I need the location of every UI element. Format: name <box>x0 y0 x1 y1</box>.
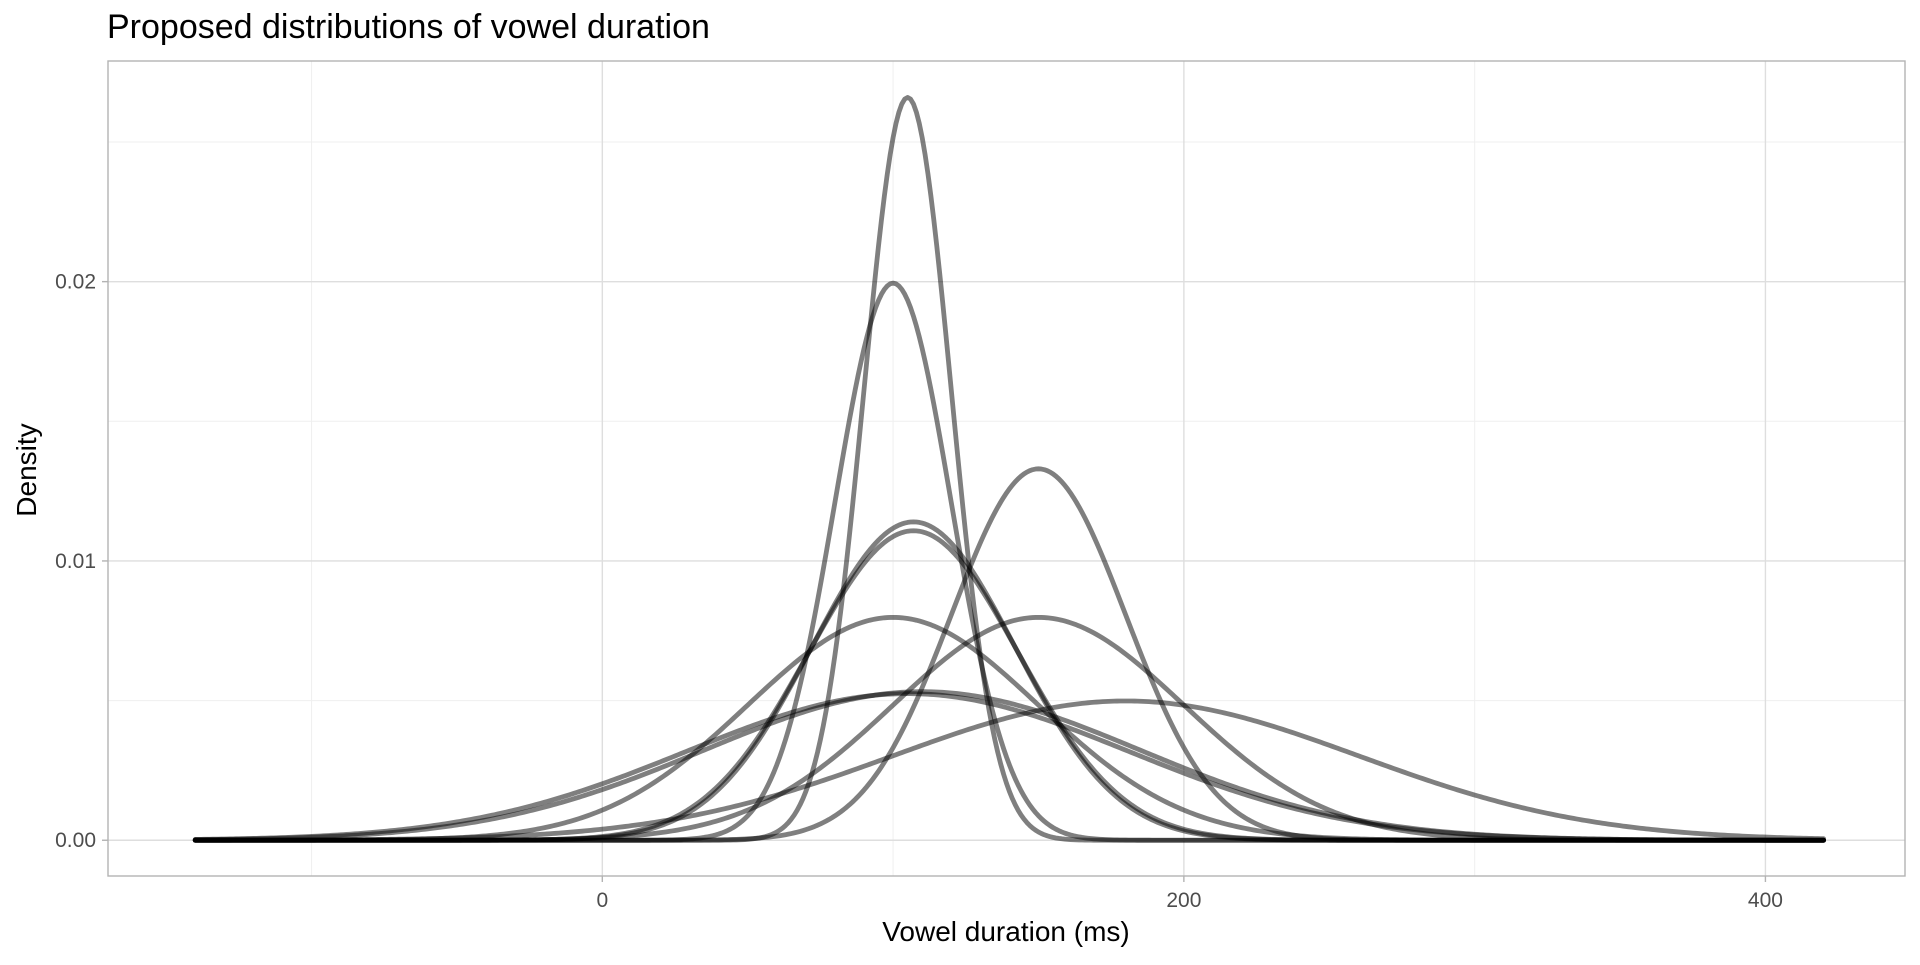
x-tick-label: 200 <box>1166 889 1201 912</box>
panel-border <box>107 60 1906 877</box>
y-tick-label: 0.01 <box>55 550 96 573</box>
axis-ticks: 0 200 400 0.00 0.01 0.02 <box>55 271 1783 912</box>
y-tick-label: 0.00 <box>55 829 96 852</box>
chart-title: Proposed distributions of vowel duration <box>107 8 710 46</box>
y-axis-title: Density <box>11 423 42 516</box>
density-curve <box>192 615 1826 843</box>
x-tick-label: 0 <box>596 889 608 912</box>
density-curve <box>192 691 1826 843</box>
density-curve <box>192 95 1826 843</box>
x-tick-label: 400 <box>1748 889 1783 912</box>
x-axis-title: Vowel duration (ms) <box>882 916 1129 947</box>
y-tick-label: 0.02 <box>55 271 96 294</box>
density-curve <box>192 698 1826 843</box>
density-curve <box>192 280 1826 843</box>
density-curve <box>192 615 1826 843</box>
density-lines <box>192 95 1826 843</box>
